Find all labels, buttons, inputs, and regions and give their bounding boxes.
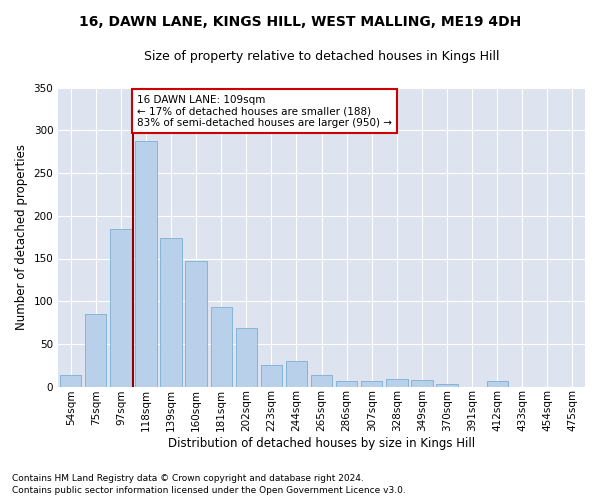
Bar	[185, 261, 207, 386]
Bar	[311, 374, 332, 386]
Text: Contains HM Land Registry data © Crown copyright and database right 2024.
Contai: Contains HM Land Registry data © Crown c…	[12, 474, 406, 495]
Title: Size of property relative to detached houses in Kings Hill: Size of property relative to detached ho…	[144, 50, 499, 63]
Bar	[411, 380, 433, 386]
Bar	[436, 384, 458, 386]
Bar	[487, 382, 508, 386]
Text: 16, DAWN LANE, KINGS HILL, WEST MALLING, ME19 4DH: 16, DAWN LANE, KINGS HILL, WEST MALLING,…	[79, 15, 521, 29]
Bar	[136, 140, 157, 386]
Text: 16 DAWN LANE: 109sqm
← 17% of detached houses are smaller (188)
83% of semi-deta: 16 DAWN LANE: 109sqm ← 17% of detached h…	[137, 94, 392, 128]
Bar	[286, 361, 307, 386]
Bar	[211, 307, 232, 386]
Bar	[236, 328, 257, 386]
Bar	[336, 382, 358, 386]
Bar	[160, 238, 182, 386]
Bar	[261, 365, 282, 386]
Bar	[110, 228, 131, 386]
Bar	[361, 380, 382, 386]
Bar	[60, 376, 82, 386]
X-axis label: Distribution of detached houses by size in Kings Hill: Distribution of detached houses by size …	[168, 437, 475, 450]
Bar	[386, 379, 407, 386]
Bar	[85, 314, 106, 386]
Y-axis label: Number of detached properties: Number of detached properties	[15, 144, 28, 330]
